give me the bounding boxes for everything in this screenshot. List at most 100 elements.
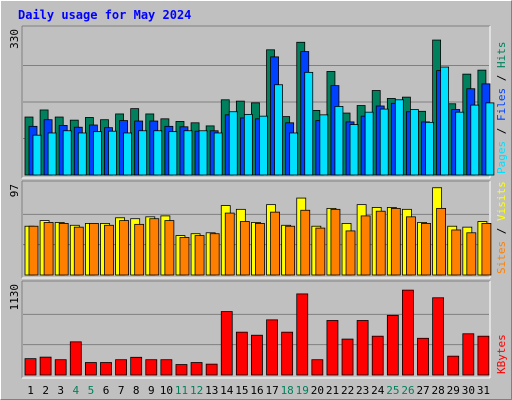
bar-pages — [77, 132, 87, 176]
bar-pages — [183, 130, 193, 176]
y-max-label: 1130 — [8, 284, 21, 311]
bar-sites — [421, 223, 431, 276]
bar-sites — [224, 212, 235, 276]
x-tick-label: 16 — [250, 384, 263, 397]
bar-sites — [164, 220, 175, 276]
panel-legend: KBytes — [495, 334, 508, 374]
bar-kbytes — [100, 362, 112, 376]
legend-files: Files — [495, 88, 508, 121]
legend-sites: Sites — [495, 241, 508, 274]
x-tick-label: 1 — [27, 384, 34, 397]
x-tick-label: 27 — [416, 384, 429, 397]
panel-visits-sites: 97 Sites / Visits — [8, 180, 508, 279]
bar-sites — [285, 225, 296, 276]
x-tick-label: 3 — [57, 384, 64, 397]
x-tick-label: 2 — [42, 384, 49, 397]
x-tick-label: 5 — [88, 384, 95, 397]
bar-kbytes — [356, 320, 369, 376]
bar-sites — [73, 226, 84, 276]
bar-kbytes — [39, 356, 52, 376]
x-tick-label: 15 — [235, 384, 248, 397]
bar-kbytes — [402, 289, 414, 376]
bar-kbytes — [84, 362, 97, 376]
bar-sites — [58, 223, 69, 276]
bar-kbytes — [24, 358, 37, 376]
panel-hits-files-pages: 330 Pages / Files / Hits — [8, 25, 508, 179]
bar-sites — [390, 207, 401, 276]
bar-kbytes — [145, 359, 158, 376]
bar-sites — [270, 211, 280, 276]
bar-pages — [123, 132, 132, 176]
bar-kbytes — [130, 356, 143, 376]
bar-pages — [47, 132, 57, 176]
bar-sites — [209, 233, 220, 276]
bar-sites — [466, 232, 477, 276]
bar-pages — [168, 131, 178, 176]
bar-kbytes — [296, 293, 309, 376]
bar-kbytes — [54, 359, 67, 376]
x-tick-label: 22 — [341, 384, 354, 397]
x-tick-label: 8 — [133, 384, 140, 397]
chart-title: Daily usage for May 2024 — [18, 8, 191, 22]
bar-kbytes — [115, 359, 127, 376]
bar-kbytes — [326, 320, 339, 376]
x-tick-label: 26 — [401, 384, 414, 397]
bar-kbytes — [205, 363, 218, 376]
bar-sites — [345, 230, 356, 276]
bar-sites — [300, 209, 311, 276]
bar-pages — [62, 130, 72, 176]
bar-kbytes — [69, 341, 82, 376]
series-kbytes — [24, 289, 490, 376]
bar-sites — [436, 207, 447, 276]
bar-sites — [104, 224, 114, 276]
chart-panels: 330 Pages / Files / Hits 97 Sites / Visits 1… — [8, 25, 508, 379]
bar-kbytes — [432, 297, 445, 376]
x-tick-label: 9 — [148, 384, 155, 397]
bar-sites — [315, 227, 326, 276]
bar-pages — [394, 99, 404, 176]
bar-sites — [134, 223, 145, 276]
bar-pages — [364, 111, 374, 176]
legend-separator: / — [495, 68, 508, 88]
bar-kbytes — [266, 319, 278, 376]
bar-sites — [451, 229, 462, 276]
bar-kbytes — [235, 331, 248, 376]
bar-pages — [425, 121, 434, 176]
bar-kbytes — [175, 364, 188, 376]
bar-kbytes — [371, 335, 384, 376]
legend-separator: / — [495, 221, 508, 241]
x-tick-label: 17 — [265, 384, 278, 397]
x-tick-label: 28 — [432, 384, 445, 397]
x-tick-label: 25 — [386, 384, 399, 397]
bar-kbytes — [251, 334, 263, 376]
x-tick-label: 6 — [103, 384, 110, 397]
bar-pages — [198, 130, 208, 176]
x-tick-label: 12 — [190, 384, 203, 397]
bar-sites — [330, 208, 341, 276]
bar-sites — [149, 218, 160, 276]
bar-pages — [379, 108, 389, 176]
y-max-label: 97 — [8, 184, 21, 197]
panel-legend: Pages / Files / Hits — [495, 42, 508, 175]
x-tick-label: 20 — [311, 384, 324, 397]
bar-sites — [406, 216, 416, 276]
legend-kbytes: KBytes — [495, 334, 508, 374]
bar-pages — [138, 130, 148, 176]
bar-pages — [319, 114, 329, 176]
bar-kbytes — [477, 335, 490, 376]
x-tick-label: 10 — [160, 384, 173, 397]
bar-pages — [485, 102, 495, 176]
legend-hits: Hits — [495, 42, 508, 69]
series-sites — [28, 207, 492, 276]
panel-legend: Sites / Visits — [495, 181, 508, 274]
bar-sites — [360, 215, 371, 276]
bar-sites — [239, 221, 250, 276]
bar-kbytes — [417, 337, 429, 376]
bar-pages — [410, 109, 419, 176]
bar-sites — [194, 235, 205, 276]
bar-pages — [440, 66, 450, 176]
x-tick-label: 14 — [220, 384, 234, 397]
bar-pages — [32, 134, 42, 176]
bar-kbytes — [462, 333, 475, 376]
